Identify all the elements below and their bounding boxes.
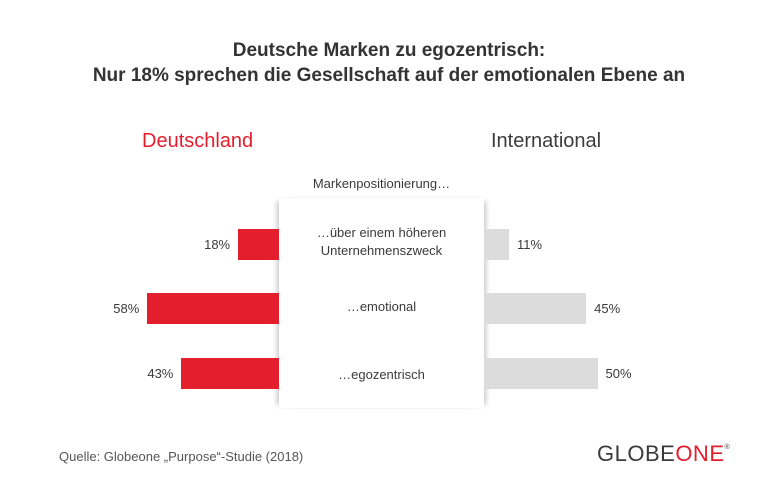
bar-international [484, 358, 598, 389]
bar-deutschland [147, 293, 279, 324]
series-label-deutschland: Deutschland [142, 130, 254, 152]
category-label: …egozentrisch [338, 367, 425, 382]
value-label-deutschland: 58% [113, 301, 140, 316]
category-header: Markenpositionierung… [312, 176, 451, 191]
bar-deutschland [181, 358, 279, 389]
bar-international [484, 229, 509, 260]
category-panel [279, 198, 484, 408]
value-label-international: 45% [594, 301, 621, 316]
value-label-deutschland: 43% [147, 366, 174, 381]
chart-subtitle: Nur 18% sprechen die Gesellschaft auf de… [92, 65, 686, 86]
logo-globe: GLOBE [597, 441, 676, 466]
chart-title: Deutsche Marken zu egozentrisch: [232, 40, 546, 61]
logo-one: ONE [675, 441, 725, 466]
bar-deutschland [238, 229, 279, 260]
source-note: Quelle: Globeone „Purpose“-Studie (2018) [59, 449, 304, 464]
value-label-deutschland: 18% [204, 237, 231, 252]
value-label-international: 11% [516, 237, 543, 252]
globeone-logo: GLOBEONE® [597, 441, 730, 467]
series-label-international: International [491, 130, 602, 152]
category-label: …emotional [346, 299, 417, 314]
logo-registered-mark: ® [724, 444, 731, 451]
category-label: …über einem höheren Unternehmenszweck [316, 225, 447, 258]
value-label-international: 50% [605, 366, 632, 381]
bar-international [484, 293, 587, 324]
